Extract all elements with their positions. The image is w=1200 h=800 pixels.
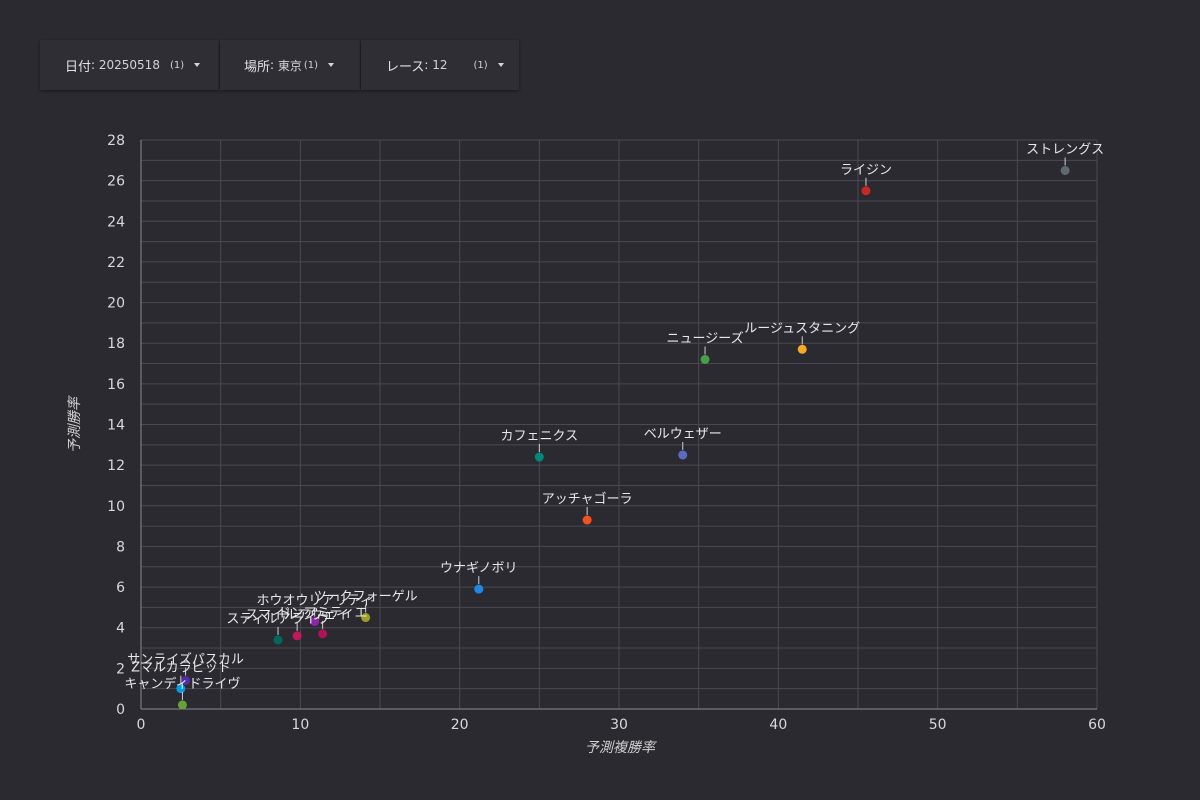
filter-date-label: 日付 bbox=[65, 59, 92, 75]
dropdown-caret-icon bbox=[328, 63, 335, 67]
point-marker[interactable] bbox=[1060, 165, 1070, 175]
point-label: ホウオウリアリティ bbox=[257, 594, 373, 609]
data-point[interactable]: カフェニクス bbox=[501, 429, 579, 462]
data-point[interactable]: スティルアライヴ bbox=[226, 611, 330, 645]
data-point[interactable]: ライジン bbox=[840, 163, 892, 196]
data-point[interactable]: キャンディドライヴ bbox=[124, 676, 240, 710]
y-axis-title: 予測勝率 bbox=[67, 395, 83, 453]
data-point[interactable]: アッチャゴーラ bbox=[542, 491, 633, 525]
point-marker[interactable] bbox=[181, 676, 191, 686]
point-marker[interactable] bbox=[797, 344, 807, 354]
point-label: ウナギノボリ bbox=[440, 561, 517, 576]
data-point[interactable]: ルージュスタニング bbox=[744, 321, 860, 354]
data-point[interactable]: ニュージーズ bbox=[666, 330, 744, 364]
point-label: カフェニクス bbox=[501, 429, 579, 444]
point-label: ベルウェザー bbox=[644, 427, 722, 442]
filter-race-count: (1) bbox=[473, 59, 488, 71]
data-point[interactable]: サンライズパスカル bbox=[127, 652, 244, 686]
x-tick-label: 50 bbox=[929, 717, 947, 733]
point-label: ドンアミティエ bbox=[278, 606, 368, 621]
x-tick-label: 20 bbox=[451, 717, 469, 733]
point-marker[interactable] bbox=[861, 186, 871, 196]
y-tick-label: 18 bbox=[107, 336, 125, 352]
x-tick-label: 60 bbox=[1088, 717, 1106, 733]
y-tick-label: 4 bbox=[116, 621, 125, 637]
data-point[interactable]: スマイルアウェイ bbox=[245, 608, 349, 641]
y-tick-label: 26 bbox=[107, 174, 125, 190]
point-marker[interactable] bbox=[582, 515, 592, 525]
data-point[interactable]: ストレングス bbox=[1026, 142, 1104, 175]
x-tick-label: 0 bbox=[137, 717, 146, 733]
point-marker[interactable] bbox=[310, 617, 320, 627]
filter-bar: 日付: 20250518 (1) 場所: 東京 (1) レース: 12 (1) bbox=[40, 40, 519, 90]
x-axis-title: 予測複勝率 bbox=[585, 740, 657, 756]
data-point[interactable]: ホウオウリアリティ bbox=[257, 594, 373, 627]
point-marker[interactable] bbox=[318, 629, 328, 639]
y-tick-label: 24 bbox=[107, 214, 125, 230]
y-tick-label: 0 bbox=[116, 702, 125, 718]
point-label: ストレングス bbox=[1026, 142, 1104, 157]
filter-date-count: (1) bbox=[169, 59, 185, 71]
filter-race[interactable]: レース: 12 (1) bbox=[361, 40, 519, 90]
point-marker[interactable] bbox=[678, 450, 688, 460]
y-tick-label: 12 bbox=[107, 458, 125, 474]
point-marker[interactable] bbox=[292, 631, 302, 641]
filter-date-value: 20250518 bbox=[98, 58, 160, 72]
dropdown-caret-icon bbox=[194, 63, 201, 67]
y-tick-label: 22 bbox=[107, 255, 125, 271]
filter-race-label: レース bbox=[386, 59, 425, 75]
x-axis-ticks: 0 10 20 30 40 50 60 bbox=[137, 717, 1106, 733]
filter-race-value: 12 bbox=[432, 58, 448, 72]
point-marker[interactable] bbox=[176, 684, 186, 694]
point-label: アッチャゴーラ bbox=[542, 491, 633, 507]
filter-place-value: 東京 bbox=[277, 58, 302, 73]
point-label: Zマルカラビット bbox=[131, 661, 231, 676]
x-tick-label: 30 bbox=[610, 717, 628, 733]
filter-place[interactable]: 場所: 東京 (1) bbox=[220, 40, 360, 90]
axes bbox=[140, 140, 1097, 710]
point-marker[interactable] bbox=[534, 452, 544, 462]
point-label: ツークフォーゲル bbox=[314, 590, 418, 605]
y-tick-label: 16 bbox=[107, 377, 125, 393]
filter-place-count: (1) bbox=[303, 59, 319, 71]
data-point[interactable]: ツークフォーゲル bbox=[314, 590, 418, 623]
point-label: ニュージーズ bbox=[666, 330, 743, 346]
y-tick-label: 8 bbox=[116, 539, 125, 555]
data-point[interactable]: ドンアミティエ bbox=[278, 606, 368, 639]
y-tick-label: 6 bbox=[116, 580, 125, 596]
data-point[interactable]: Zマルカラビット bbox=[131, 661, 231, 694]
data-point[interactable]: ウナギノボリ bbox=[440, 561, 518, 594]
x-tick-label: 10 bbox=[291, 717, 309, 733]
point-label: ルージュスタニング bbox=[744, 321, 860, 336]
point-label: キャンディドライヴ bbox=[124, 676, 240, 692]
data-point[interactable]: ベルウェザー bbox=[644, 427, 722, 460]
point-marker[interactable] bbox=[700, 354, 710, 364]
x-tick-label: 40 bbox=[769, 717, 787, 733]
filter-place-label: 場所 bbox=[244, 59, 271, 75]
point-label: サンライズパスカル bbox=[127, 652, 244, 668]
y-tick-label: 10 bbox=[107, 499, 125, 515]
point-marker[interactable] bbox=[273, 635, 283, 645]
point-label: スマイルアウェイ bbox=[245, 608, 349, 623]
point-label: ライジン bbox=[840, 163, 892, 178]
filter-date[interactable]: 日付: 20250518 (1) bbox=[40, 40, 219, 90]
y-tick-label: 2 bbox=[116, 661, 125, 677]
y-tick-label: 28 bbox=[107, 133, 125, 149]
point-marker[interactable] bbox=[474, 584, 484, 594]
point-label: スティルアライヴ bbox=[226, 611, 329, 627]
y-tick-label: 14 bbox=[107, 418, 125, 434]
point-marker[interactable] bbox=[177, 700, 187, 710]
point-marker[interactable] bbox=[361, 613, 371, 623]
dropdown-caret-icon bbox=[497, 63, 504, 67]
y-tick-label: 20 bbox=[107, 296, 125, 312]
